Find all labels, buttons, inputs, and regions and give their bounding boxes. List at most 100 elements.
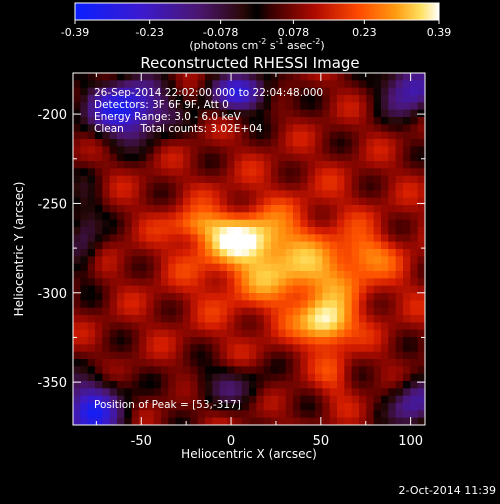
heatmap-cell <box>80 315 89 323</box>
heatmap-cell <box>241 80 250 89</box>
heatmap-cell <box>285 417 294 426</box>
heatmap-cell <box>227 403 235 411</box>
heatmap-cell <box>388 263 397 272</box>
heatmap-cell <box>315 139 323 147</box>
heatmap-cell <box>234 249 243 257</box>
heatmap-cell <box>241 388 250 397</box>
heatmap-cell <box>117 307 125 316</box>
heatmap-cell <box>95 124 103 133</box>
heatmap-cell <box>146 410 155 419</box>
heatmap-cell <box>95 366 103 375</box>
heatmap-cell <box>117 95 125 103</box>
heatmap-cell <box>109 183 118 191</box>
heatmap-cell <box>344 102 353 111</box>
heatmap-cell <box>322 351 331 360</box>
heatmap-cell <box>95 146 103 155</box>
heatmap-cell <box>80 322 89 331</box>
heatmap-cell <box>366 403 375 411</box>
heatmap-cell <box>241 139 250 147</box>
heatmap-cell <box>117 249 125 257</box>
heatmap-cell <box>183 300 191 309</box>
heatmap-cell <box>205 168 213 177</box>
heatmap-cell <box>241 329 250 338</box>
heatmap-cell <box>227 300 235 309</box>
heatmap-cell <box>117 271 125 279</box>
heatmap-cell <box>315 256 323 265</box>
heatmap-cell <box>168 197 177 206</box>
heatmap-cell <box>417 234 426 243</box>
heatmap-cell <box>278 227 287 235</box>
heatmap-cell <box>161 388 169 397</box>
heatmap-cell <box>351 124 360 133</box>
heatmap-cell <box>161 344 169 353</box>
heatmap-cell <box>359 227 367 235</box>
heatmap-cell <box>80 219 89 228</box>
heatmap-cell <box>197 234 206 243</box>
heatmap-cell <box>315 183 323 191</box>
heatmap-cell <box>351 205 360 213</box>
heatmap-cell <box>168 256 177 265</box>
heatmap-cell <box>249 256 257 265</box>
heatmap-cell <box>278 161 287 169</box>
heatmap-cell <box>366 344 375 353</box>
heatmap-cell <box>256 197 265 206</box>
heatmap-cell <box>241 73 250 81</box>
heatmap-cell <box>87 344 96 353</box>
heatmap-cell <box>300 197 309 206</box>
heatmap-cell <box>161 329 169 338</box>
heatmap-cell <box>73 256 81 265</box>
heatmap-cell <box>307 139 316 147</box>
heatmap-cell <box>131 403 140 411</box>
heatmap-cell <box>249 234 257 243</box>
heatmap-cell <box>263 95 272 103</box>
heatmap-cell <box>395 153 404 162</box>
heatmap-cell <box>410 337 419 345</box>
heatmap-cell <box>263 410 272 419</box>
heatmap-cell <box>381 234 389 243</box>
heatmap-cell <box>73 168 81 177</box>
heatmap-cell <box>197 241 206 250</box>
heatmap-cell <box>351 410 360 419</box>
heatmap-cell <box>241 153 250 162</box>
heatmap-cell <box>381 388 389 397</box>
heatmap-cell <box>344 417 353 426</box>
heatmap-cell <box>131 197 140 206</box>
heatmap-cell <box>263 285 272 294</box>
heatmap-cell <box>80 153 89 162</box>
heatmap-cell <box>234 315 243 323</box>
heatmap-cell <box>102 124 111 133</box>
heatmap-cell <box>102 212 111 221</box>
heatmap-cell <box>190 153 199 162</box>
heatmap-cell <box>146 417 155 426</box>
heatmap-cell <box>234 322 243 331</box>
heatmap-cell <box>388 285 397 294</box>
heatmap-cell <box>168 373 177 382</box>
heatmap-cell <box>219 300 228 309</box>
heatmap-cell <box>146 153 155 162</box>
heatmap-cell <box>300 139 309 147</box>
heatmap-cell <box>234 263 243 272</box>
heatmap-cell <box>87 263 96 272</box>
heatmap-cell <box>271 73 279 81</box>
heatmap-cell <box>278 344 287 353</box>
heatmap-cell <box>344 80 353 89</box>
heatmap-cell <box>395 381 404 389</box>
heatmap-cell <box>278 190 287 199</box>
heatmap-cell <box>388 410 397 419</box>
heatmap-cell <box>80 168 89 177</box>
heatmap-cell <box>249 175 257 184</box>
heatmap-cell <box>80 271 89 279</box>
heatmap-cell <box>322 131 331 140</box>
heatmap-cell <box>344 95 353 103</box>
heatmap-cell <box>197 359 206 367</box>
heatmap-cell <box>168 410 177 419</box>
heatmap-cell <box>168 139 177 147</box>
heatmap-cell <box>410 249 419 257</box>
heatmap-cell <box>366 359 375 367</box>
heatmap-cell <box>410 227 419 235</box>
heatmap-cell <box>285 190 294 199</box>
heatmap-cell <box>256 109 265 118</box>
heatmap-cell <box>315 219 323 228</box>
heatmap-cell <box>271 212 279 221</box>
heatmap-cell <box>403 271 411 279</box>
